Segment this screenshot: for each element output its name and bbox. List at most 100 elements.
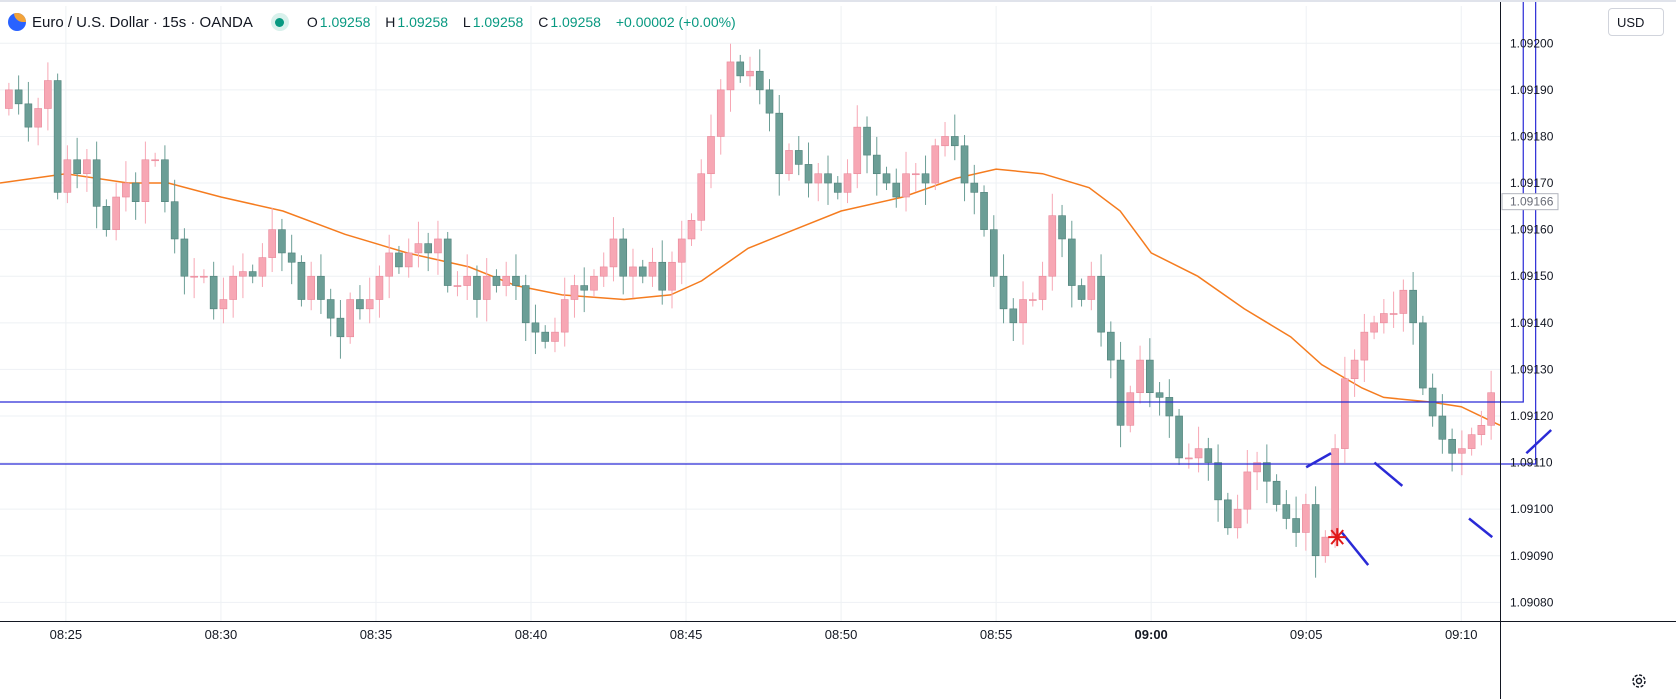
candle [326, 288, 335, 337]
x-tick-label: 09:05 [1290, 627, 1323, 642]
candle-body [1136, 359, 1144, 394]
candle [404, 238, 413, 278]
candle-body [638, 266, 647, 277]
candle [921, 155, 930, 205]
candle [648, 247, 657, 287]
candle-body [1477, 425, 1486, 435]
settings-gear-icon[interactable] [1626, 668, 1652, 694]
drawings[interactable] [0, 0, 1553, 566]
candle [980, 185, 988, 237]
candle-body [1106, 331, 1115, 361]
candle-body [843, 173, 852, 193]
candle [24, 81, 33, 142]
candle [1165, 379, 1174, 438]
candle [122, 161, 130, 212]
candle [775, 94, 784, 196]
market-status-icon[interactable] [270, 13, 289, 31]
candle [1419, 315, 1427, 396]
grid [0, 6, 1500, 621]
candle-body [1194, 448, 1203, 459]
candle [599, 252, 608, 287]
candle-body [512, 275, 520, 286]
candle-body [278, 229, 286, 254]
candle-body [1467, 434, 1476, 449]
candles [5, 43, 1495, 578]
candle-body [1458, 448, 1466, 454]
candle-body [180, 238, 189, 277]
candle [317, 254, 325, 314]
candle [1263, 444, 1271, 504]
candle [1136, 345, 1144, 404]
candle-body [209, 275, 218, 310]
candle [44, 62, 52, 131]
candle-body [1009, 308, 1018, 324]
currency-label: USD [1617, 15, 1645, 30]
candle [200, 269, 208, 284]
candle-body [297, 261, 306, 300]
candle [824, 155, 832, 205]
candle-body [853, 126, 862, 175]
candle [1428, 373, 1437, 427]
candle-body [814, 173, 823, 184]
candle [1467, 427, 1476, 456]
candle [83, 149, 91, 192]
current-price-box [1501, 193, 1559, 211]
candle [492, 269, 501, 293]
candle-body [794, 150, 803, 165]
candle [34, 97, 42, 146]
candle-body [1087, 275, 1096, 300]
candle [229, 265, 237, 318]
x-tick-label: 09:00 [1135, 627, 1168, 642]
candle [219, 277, 228, 324]
candle [453, 271, 462, 297]
candle-body [716, 89, 725, 137]
candle-body [122, 182, 130, 198]
candle [1194, 426, 1203, 473]
candle [707, 114, 715, 189]
candle [112, 182, 120, 241]
candle-body [1097, 275, 1105, 333]
trend-line-drawing [1468, 517, 1494, 539]
candle [941, 122, 949, 157]
candle-body [414, 243, 423, 254]
candle-body [1282, 504, 1291, 519]
candle-body [863, 126, 871, 156]
candle-body [170, 201, 179, 240]
candle [794, 135, 803, 176]
y-tick-label: 1.09120 [1510, 409, 1554, 423]
currency-selector[interactable]: USD [1608, 8, 1664, 36]
candle [1360, 313, 1369, 382]
candle [989, 215, 998, 287]
candle [1409, 272, 1417, 345]
candle-body [736, 61, 745, 77]
candle-body [1302, 504, 1310, 533]
candle [814, 163, 823, 202]
candle-body [161, 159, 169, 202]
candle [863, 116, 871, 174]
candle [950, 114, 959, 161]
y-tick-label: 1.09090 [1510, 549, 1554, 563]
low-value: 1.09258 [472, 14, 524, 30]
candle [677, 220, 686, 285]
candle-body [375, 275, 384, 300]
candle [170, 179, 179, 254]
candle-body [1253, 462, 1261, 473]
candle [151, 152, 159, 167]
symbol-title[interactable]: Euro / U.S. Dollar · 15s · OANDA [32, 13, 253, 31]
candle [638, 259, 647, 284]
change-value: +0.00002 (+0.00%) [615, 14, 736, 30]
candle [668, 251, 676, 309]
candle-body [921, 173, 930, 184]
candle-body [482, 275, 491, 300]
candle-body [707, 136, 715, 175]
candle [1175, 409, 1183, 465]
candle-body [726, 61, 735, 91]
candle [92, 141, 101, 229]
candle [853, 105, 862, 189]
candle [1253, 451, 1261, 491]
candle-body [1292, 518, 1300, 533]
candle-body [931, 145, 940, 184]
candle [385, 234, 394, 299]
candle [1058, 204, 1066, 258]
